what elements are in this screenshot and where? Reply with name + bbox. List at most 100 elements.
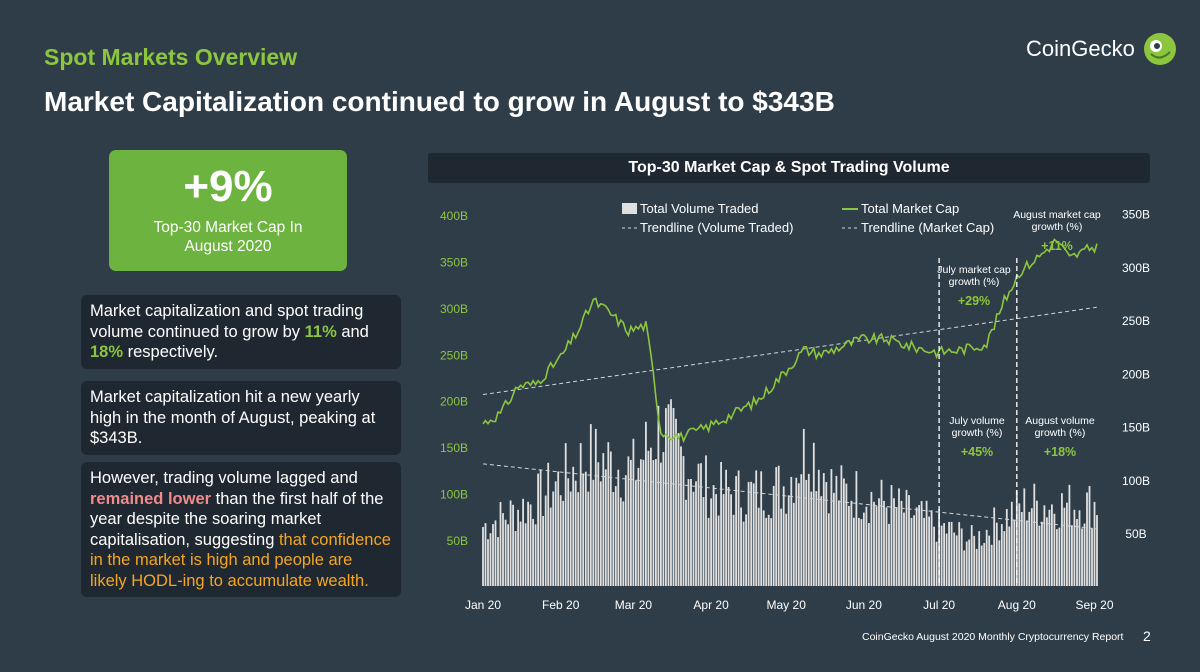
volume-bar (497, 537, 499, 586)
volume-bar (594, 428, 597, 586)
volume-bar (1053, 513, 1056, 586)
highlight-cap-growth: 11% (304, 322, 337, 341)
volume-bar (990, 544, 993, 586)
volume-bar (622, 501, 625, 586)
volume-bar (835, 475, 838, 586)
volume-bar (579, 443, 582, 586)
august-volume-annotation-value: +18% (1044, 445, 1076, 459)
volume-bar (562, 500, 565, 586)
volume-bar (737, 470, 740, 586)
volume-bar (507, 524, 509, 586)
volume-bar (1030, 508, 1033, 586)
volume-bar (845, 483, 848, 586)
volume-bar (614, 486, 617, 586)
section-title: Spot Markets Overview (44, 44, 298, 70)
volume-bar (943, 523, 945, 586)
volume-bar (1003, 531, 1006, 586)
volume-bar (968, 539, 971, 586)
right-axis-tick-label: 150B (1122, 421, 1150, 435)
volume-bar (970, 525, 973, 586)
volume-bar (537, 473, 539, 586)
volume-bar (825, 482, 828, 586)
volume-bar (830, 469, 833, 586)
volume-bar (780, 508, 783, 586)
august-volume-annotation-label: growth (%) (1035, 427, 1086, 439)
august-cap-annotation-label: August market cap (1013, 209, 1101, 221)
page-title: Market Capitalization continued to grow … (44, 86, 835, 117)
x-axis-tick-label: Jul 20 (923, 598, 955, 612)
volume-bar (1010, 501, 1013, 586)
volume-bar (665, 408, 667, 586)
volume-bar (940, 525, 943, 586)
volume-bar (870, 491, 873, 586)
volume-bar (903, 512, 905, 586)
volume-bar (682, 456, 685, 586)
volume-bar (1036, 500, 1038, 586)
volume-bar (760, 471, 763, 586)
volume-bar (918, 505, 920, 586)
volume-bar (1018, 503, 1021, 586)
growth-stat-value: +9% (183, 162, 273, 211)
volume-bar (750, 481, 753, 586)
volume-bar (630, 459, 632, 586)
volume-bar (685, 499, 687, 586)
volume-bar (1028, 511, 1031, 586)
volume-bar (592, 479, 595, 586)
volume-bar (910, 517, 913, 586)
volume-bar (888, 523, 890, 586)
volume-bar (700, 463, 702, 586)
volume-bar (838, 500, 840, 586)
volume-bar (960, 528, 963, 586)
volume-bar (1020, 512, 1023, 586)
volume-bar (647, 450, 650, 586)
left-axis-tick-label: 100B (440, 488, 468, 502)
volume-bar (599, 481, 602, 586)
volume-bar (833, 492, 835, 586)
volume-bar (975, 548, 978, 586)
volume-bar (848, 505, 850, 586)
note-text: than the first half of the year despite … (90, 489, 384, 549)
volume-bar (534, 524, 537, 586)
volume-bar (792, 502, 795, 586)
volume-bar (544, 495, 547, 586)
volume-bar (584, 471, 587, 586)
volume-bar (853, 517, 855, 586)
volume-bar (640, 459, 642, 586)
volume-bar (963, 550, 966, 586)
volume-bar (812, 442, 815, 586)
note-text: Market capitalization hit a new yearly h… (90, 388, 376, 447)
volume-bar (677, 433, 680, 586)
volume-bar (650, 447, 652, 586)
volume-bar (680, 446, 682, 586)
volume-bar (667, 404, 670, 586)
note-yearly-high: Market capitalization hit a new yearly h… (81, 381, 401, 455)
footer-report: CoinGecko August 2020 Monthly Cryptocurr… (862, 631, 1124, 643)
volume-bar (702, 497, 705, 586)
brand: CoinGecko (1026, 32, 1177, 66)
volume-bar (985, 529, 988, 586)
volume-bar (1068, 484, 1071, 586)
volume-bar (645, 421, 647, 586)
volume-bar (800, 474, 803, 586)
volume-bar (504, 519, 507, 586)
volume-bar (624, 475, 627, 586)
volume-bar (1041, 521, 1043, 586)
volume-bar (1005, 509, 1008, 586)
volume-bar (1043, 505, 1046, 586)
volume-bar (517, 509, 519, 586)
left-axis-tick-label: 150B (440, 441, 468, 455)
volume-bar (1088, 486, 1091, 586)
volume-bar (920, 501, 923, 586)
volume-bar (980, 545, 983, 586)
volume-bar (930, 510, 933, 586)
volume-bar (820, 496, 823, 586)
volume-bar (574, 480, 577, 586)
volume-bar (923, 517, 925, 586)
volume-bar (827, 513, 830, 586)
august-volume-annotation-label: August volume (1025, 415, 1095, 427)
volume-bar (514, 531, 517, 586)
volume-bar (642, 459, 645, 586)
volume-bar (554, 481, 557, 586)
volume-bar (542, 516, 544, 586)
